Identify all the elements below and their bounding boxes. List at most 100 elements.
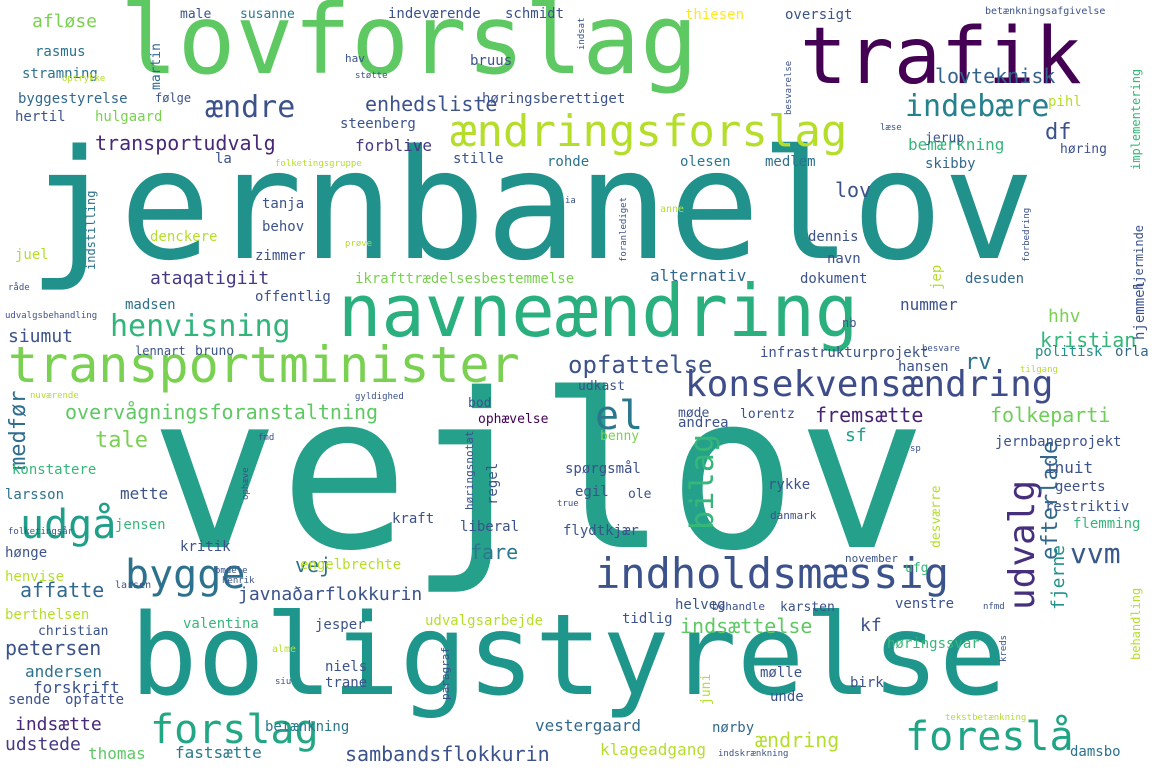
word: siumut [8,326,74,347]
word: mette [120,484,169,503]
word: indsættelse [680,614,813,638]
word: fmd [258,433,275,443]
word: alme [272,644,297,655]
word: udvalgsarbejde [425,613,544,629]
word: zimmer [255,248,306,264]
word: kritik [180,539,231,555]
word: kristian [1040,328,1137,352]
word: fastsætte [175,743,262,762]
word: opfatte [65,692,125,708]
word: bilag [683,433,721,530]
word: niels [325,659,368,675]
word: forblive [355,136,433,155]
word: udstede [5,734,81,755]
word: engelbrechte [300,557,402,573]
word: konstatere [12,462,97,478]
word: indskrænkning [718,749,789,759]
word: tekstbetænkning [945,713,1027,723]
word: afløse [32,11,98,32]
word: november [845,552,898,565]
word: behandling [1129,587,1143,660]
word: ændring [755,728,840,752]
word: nfmd [983,602,1005,612]
word: infrastrukturprojekt [760,345,929,361]
word: udvalg [1002,479,1043,610]
word: besvare [922,344,960,354]
word: spørgsmål [565,461,641,477]
word: ændringsforslag [450,106,848,157]
word: el [595,393,644,439]
word: javnaðarflokkurin [238,584,423,605]
word: andersen [25,662,103,681]
word: fremsætte [815,403,924,427]
word: ataqatigiit [150,268,270,289]
word: ole [628,487,652,502]
word: implementering [1129,68,1143,170]
word: rohde [547,154,590,170]
word: jernbaneprojekt [995,434,1122,450]
word: unde [770,689,804,705]
word: tilgang [1020,365,1058,375]
word: jep [929,264,945,290]
word: desværre [929,485,944,548]
word: oversigt [785,7,853,23]
word: stille [453,151,504,167]
word: navneændring [338,269,859,353]
word: juni [699,673,714,705]
word: behandle [712,600,765,613]
word: lov [835,178,872,202]
word: siu [275,677,292,687]
word: hønge [5,545,48,561]
word: vvm [1070,537,1121,570]
word: flemming [1073,516,1141,532]
word: nørby [712,720,755,736]
word: kraft [392,511,435,527]
word: affatte [20,578,105,602]
word: regel [485,462,501,505]
word: enhedsliste [365,92,498,116]
word: forslag [150,707,319,753]
word: rykke [768,477,811,493]
word: dennis [808,229,859,245]
word: alternativ [650,266,747,285]
word: denckere [150,229,218,245]
word: fare [470,540,519,564]
word: lorentz [740,407,795,422]
word: betænkning [265,719,350,735]
word: hjerminde [1132,224,1146,290]
word: olesen [680,154,731,170]
word: thiesen [685,7,745,23]
word: høringsnotat [463,430,476,510]
word: boligstyrelse [130,591,1007,721]
word: ia [565,196,576,206]
word: sf [845,425,867,446]
word: pihl [1048,94,1082,110]
word: nuværende [30,391,79,401]
word: råde [8,283,30,293]
word: ophævelse [478,412,549,427]
word: tidlig [622,611,673,627]
word: nummer [900,295,958,314]
word: bemærkning [908,135,1005,154]
word: medfør [6,390,31,470]
word: hulgaard [95,109,163,125]
word: jensen [115,517,166,533]
word: birk [850,675,884,691]
word: mølle [760,665,803,681]
word: kreds [999,634,1009,662]
word: true [557,499,579,509]
word: flydtkjær [563,523,639,539]
word: høringsberettiget [482,91,626,107]
word: la [215,151,232,167]
word: høring [1060,142,1107,157]
word: df [1045,120,1072,145]
word: steenberg [340,116,416,132]
word: vejlov [150,347,927,598]
word: overvågningsforanstaltning [65,400,379,424]
word: klageadgang [600,740,706,759]
word: anne [660,204,685,215]
word: fjerne [1048,544,1069,610]
word: henvisning [110,309,291,344]
word: karsten [780,600,835,615]
